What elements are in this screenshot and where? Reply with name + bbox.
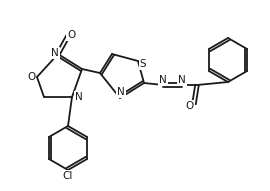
Text: Cl: Cl [63, 171, 73, 181]
Text: N: N [51, 48, 59, 58]
Text: N: N [159, 75, 167, 85]
Text: O: O [185, 101, 193, 111]
Text: N: N [178, 75, 186, 85]
Text: O: O [67, 30, 75, 40]
Text: N: N [75, 92, 83, 102]
Text: N: N [117, 87, 125, 97]
Text: O: O [27, 72, 35, 82]
Text: S: S [140, 59, 146, 69]
